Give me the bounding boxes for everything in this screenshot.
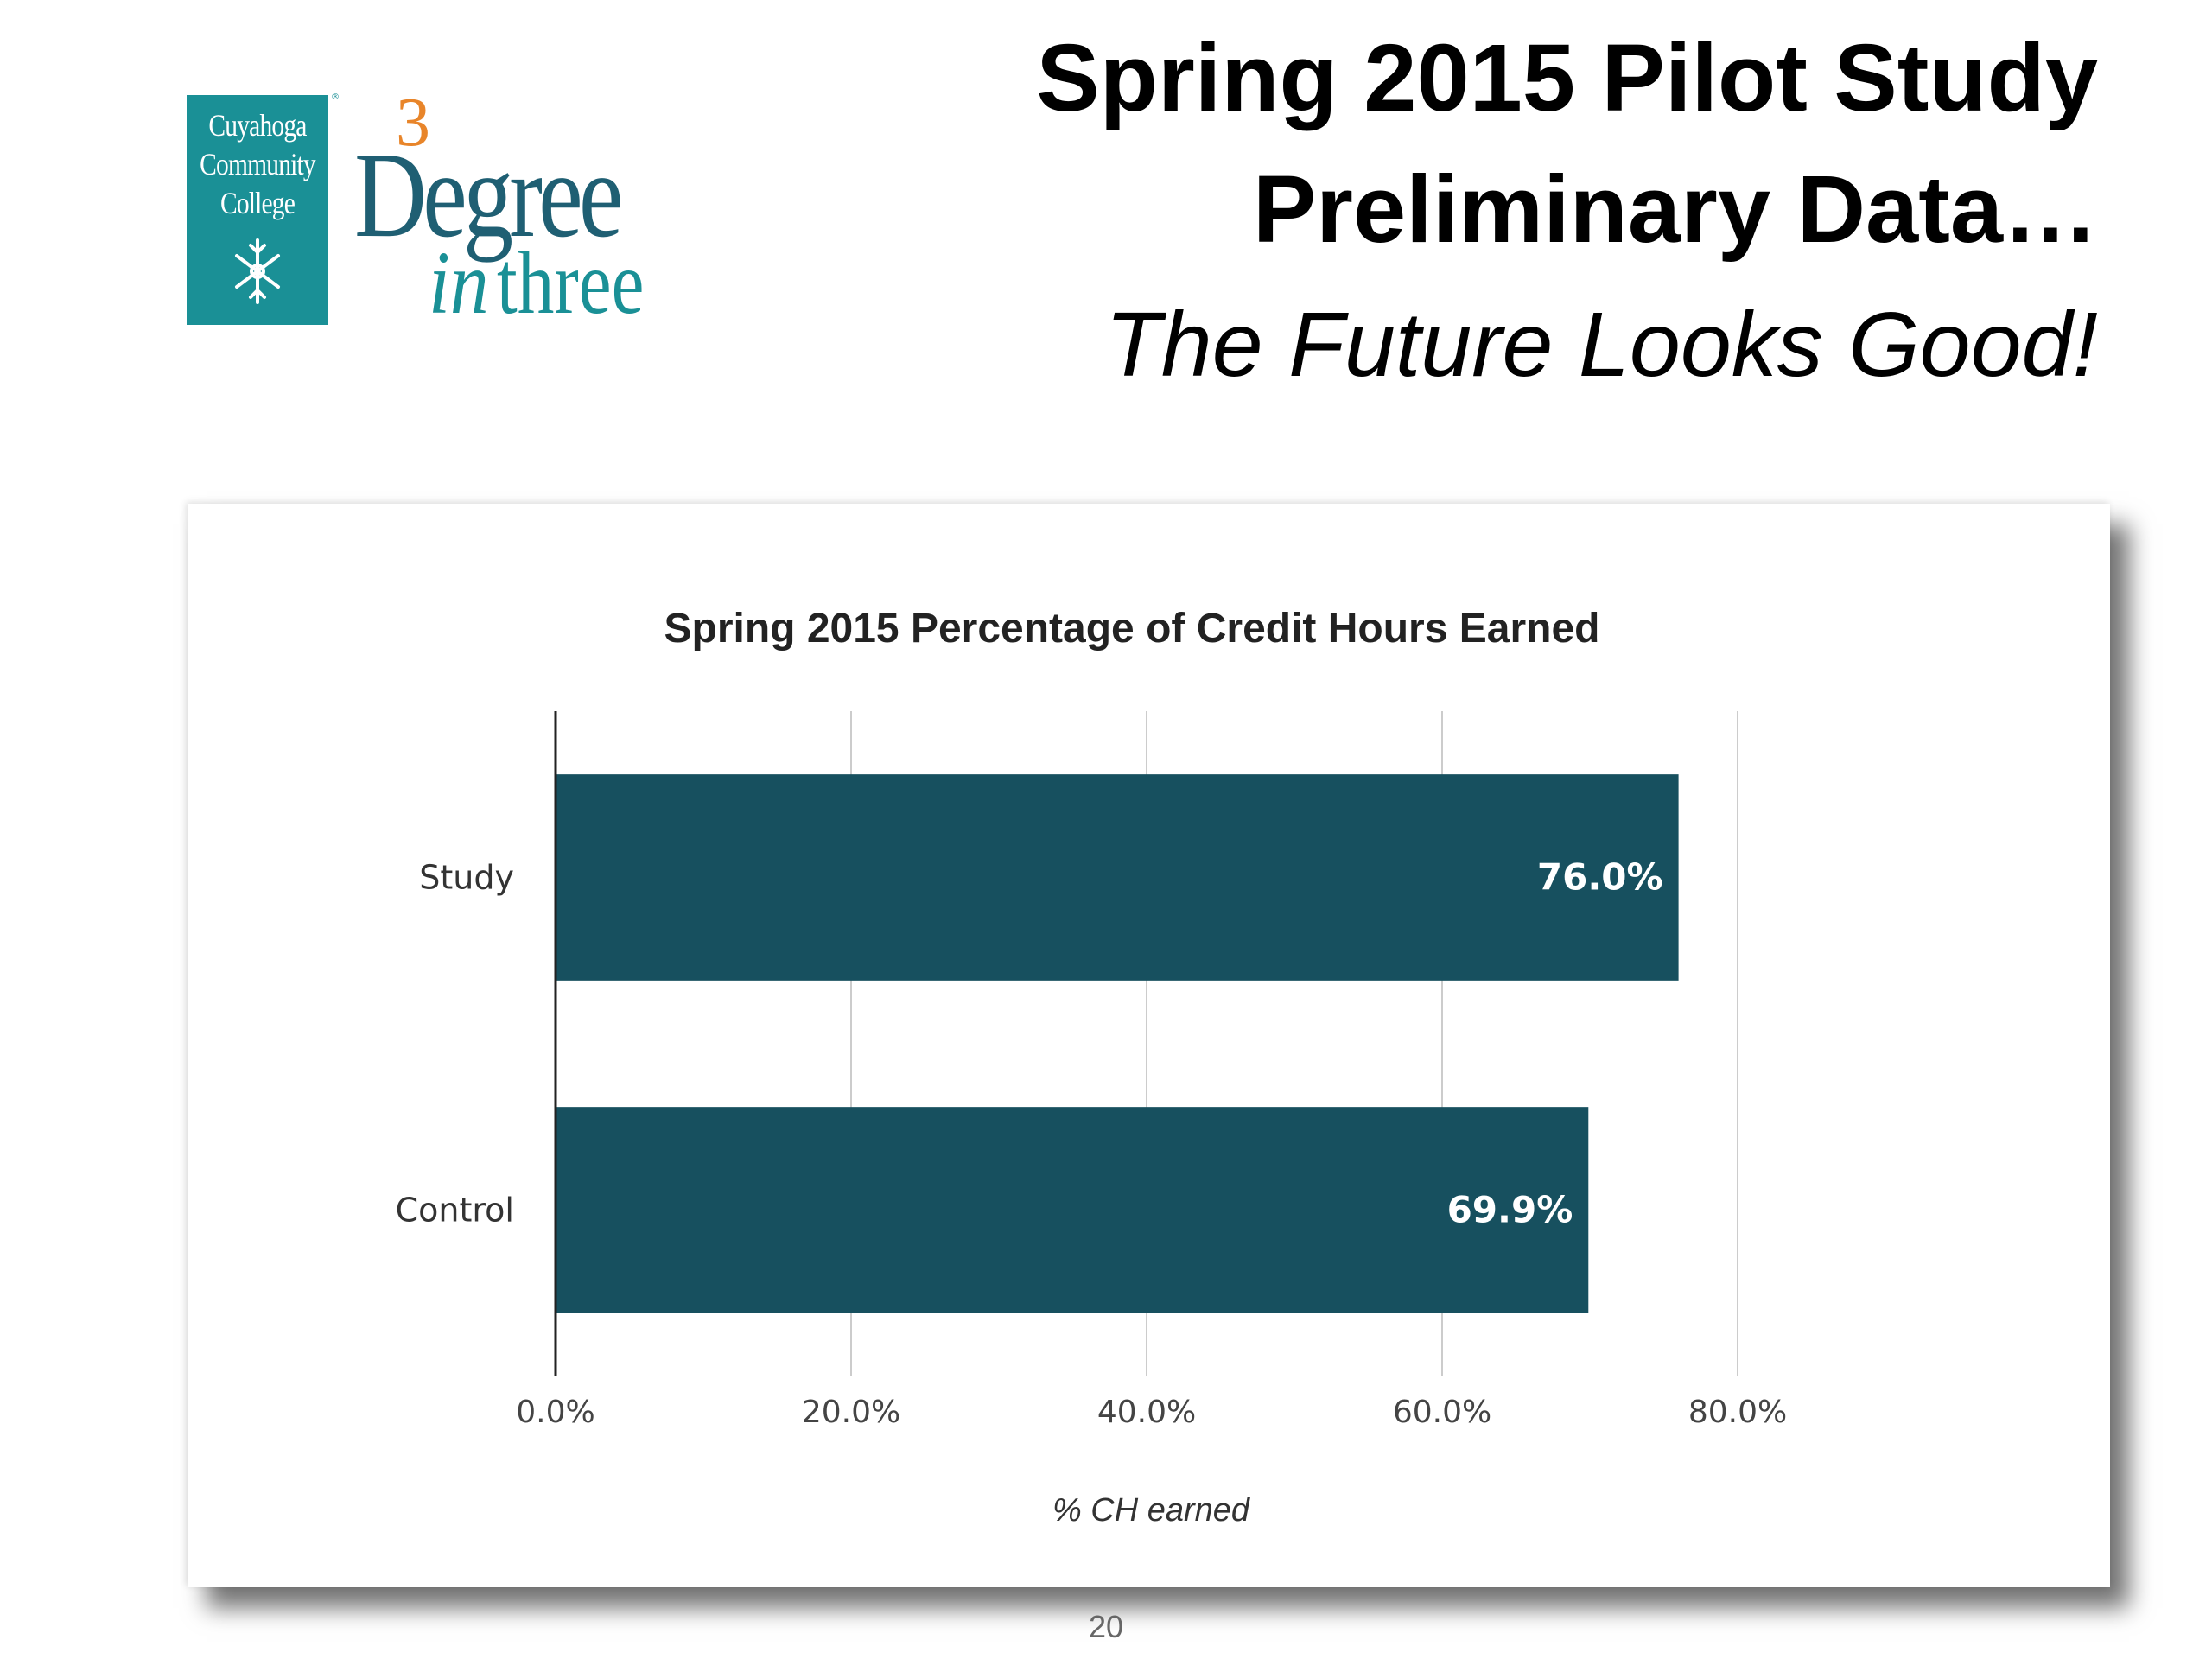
program-logo: 3 Degree in three bbox=[354, 88, 665, 333]
x-tick-label: 40.0% bbox=[1097, 1395, 1196, 1430]
data-label: 76.0% bbox=[1537, 856, 1663, 899]
slide-title-second-line: Preliminary Data… bbox=[1252, 156, 2098, 263]
bars: 76.0% 69.9% bbox=[556, 774, 1679, 1313]
bar-control bbox=[556, 1107, 1589, 1313]
college-name-line: College bbox=[219, 186, 296, 220]
page-number: 20 bbox=[1088, 1609, 1124, 1644]
program-logo-three: three bbox=[497, 233, 645, 333]
axes: 0.0% 20.0% 40.0% 60.0% 80.0% Study Control bbox=[396, 711, 1787, 1430]
program-logo-number: 3 bbox=[396, 85, 430, 161]
x-axis-title: % CH earned bbox=[1052, 1492, 1251, 1529]
registered-mark: ® bbox=[331, 92, 340, 102]
x-tick-label: 60.0% bbox=[1393, 1395, 1491, 1430]
bar-chart: Spring 2015 Percentage of Credit Hours E… bbox=[396, 606, 1788, 1529]
college-name-line: Cuyahoga bbox=[208, 108, 307, 143]
x-tick-label: 80.0% bbox=[1688, 1395, 1787, 1430]
x-tick-label: 20.0% bbox=[802, 1395, 900, 1430]
college-logo: Cuyahoga Community College bbox=[187, 95, 328, 325]
chart-title: Spring 2015 Percentage of Credit Hours E… bbox=[664, 606, 1600, 652]
program-logo-in: in bbox=[429, 233, 489, 333]
slide-subtitle: The Future Looks Good! bbox=[1105, 294, 2098, 396]
x-tick-label: 0.0% bbox=[516, 1395, 594, 1430]
slide-title: Spring 2015 Pilot Study bbox=[1036, 25, 2098, 131]
bar-study bbox=[556, 774, 1679, 981]
program-logo-degree: Degree bbox=[354, 126, 624, 263]
category-label: Control bbox=[396, 1192, 514, 1230]
data-label: 69.9% bbox=[1447, 1189, 1573, 1231]
category-label: Study bbox=[419, 859, 514, 897]
college-name-line: Community bbox=[200, 147, 316, 181]
snowflake-icon bbox=[235, 238, 280, 304]
chart-panel: Spring 2015 Percentage of Credit Hours E… bbox=[188, 504, 2110, 1587]
